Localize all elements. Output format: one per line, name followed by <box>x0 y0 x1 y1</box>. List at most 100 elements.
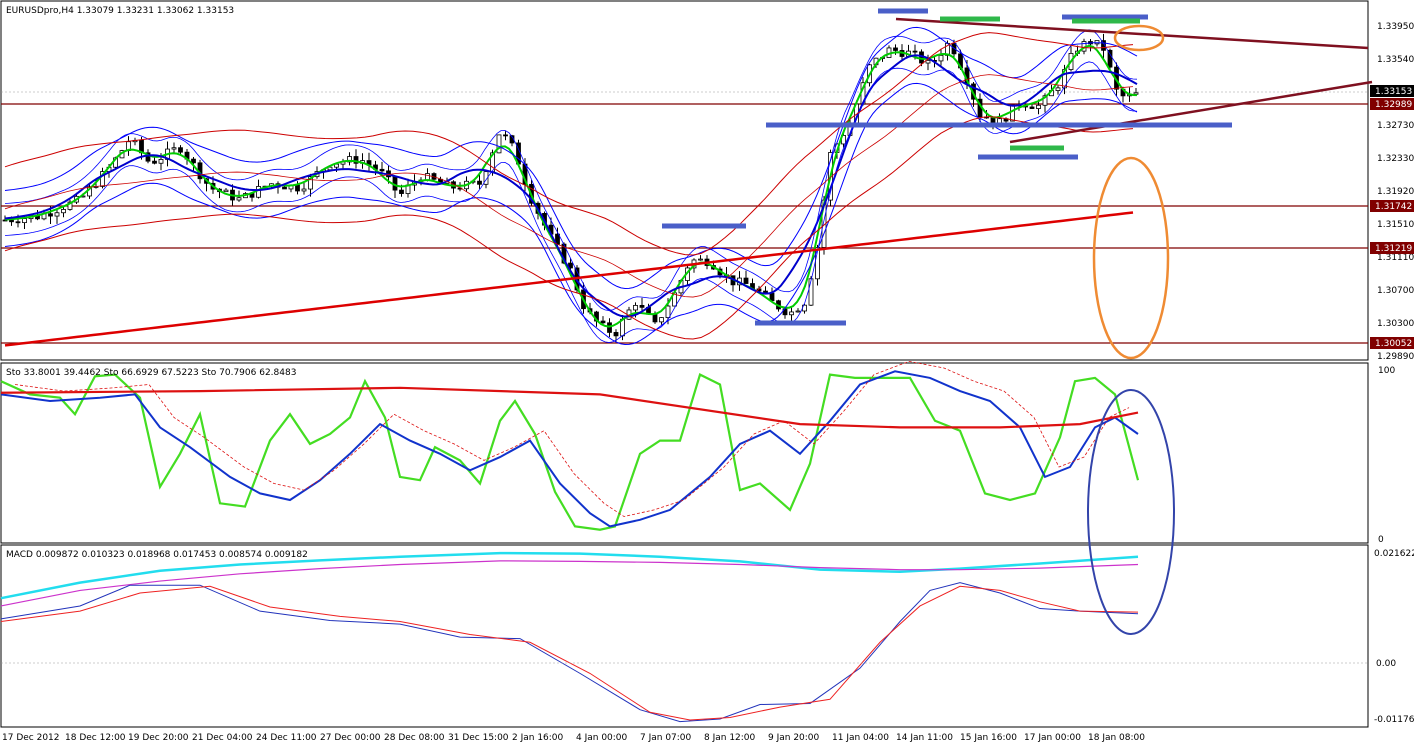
stochastic-axis-top: 100 <box>1378 366 1395 376</box>
candle-body <box>9 219 14 223</box>
candle-body <box>282 186 287 190</box>
stochastic-plot <box>0 360 1140 531</box>
price-tick: 1.31920 <box>1377 187 1414 197</box>
candle-body <box>1010 104 1015 122</box>
candle <box>789 307 794 323</box>
stochastic-mid-line <box>0 370 1139 528</box>
price-label-text: 1.33153 <box>1375 87 1412 97</box>
bollinger-lower-red <box>4 116 1134 340</box>
price-label-level: 1.31219 <box>1370 242 1414 254</box>
candle-body <box>399 189 404 194</box>
candle-body <box>1055 87 1061 91</box>
candle <box>1055 85 1061 95</box>
candle-body <box>652 313 658 323</box>
candle-body <box>503 134 508 137</box>
macd-slow-line <box>0 585 1139 721</box>
candle <box>698 255 703 261</box>
time-tick: 11 Jan 04:00 <box>832 733 889 743</box>
bollinger-mid-red <box>4 74 1134 298</box>
candle <box>795 308 801 313</box>
candle-body <box>67 201 73 210</box>
time-tick: 19 Dec 20:00 <box>128 733 189 743</box>
price-label-level: 1.31742 <box>1370 200 1414 212</box>
macd-plot <box>0 551 1368 723</box>
candle-body <box>1101 40 1106 51</box>
trendline-support <box>1009 80 1373 144</box>
bollinger-upper-blue <box>4 26 1138 290</box>
candle-body <box>1036 104 1041 109</box>
candle-body <box>698 258 703 261</box>
candle <box>67 199 73 211</box>
time-tick: 15 Jan 16:00 <box>960 733 1017 743</box>
time-tick: 31 Dec 15:00 <box>448 733 509 743</box>
price-label-bg <box>1370 200 1414 212</box>
price-label-bg <box>1370 242 1414 254</box>
time-tick: 9 Jan 20:00 <box>768 733 820 743</box>
candle-body <box>308 176 313 190</box>
price-label-current: 1.33153 <box>1370 85 1414 97</box>
candle-body <box>100 171 105 187</box>
price-tick: 1.33540 <box>1377 55 1414 65</box>
candle <box>61 206 66 218</box>
ma-blue-line <box>4 54 1138 318</box>
candle <box>223 187 229 193</box>
stochastic-axis-bottom: 0 <box>1378 535 1384 545</box>
trendline-resistance <box>895 17 1369 50</box>
time-tick: 21 Dec 04:00 <box>192 733 253 743</box>
candle <box>1107 48 1113 70</box>
candle-body <box>425 173 430 181</box>
price-tick: 1.31110 <box>1377 253 1414 263</box>
time-tick: 18 Dec 12:00 <box>65 733 126 743</box>
price-tick: 1.30700 <box>1377 286 1414 296</box>
candle <box>171 142 177 154</box>
price-label-bg <box>1370 85 1414 97</box>
price-tick: 1.31510 <box>1377 220 1414 230</box>
chart-header: EURUSDpro,H4 1.33079 1.33231 1.33062 1.3… <box>6 6 234 16</box>
candle-body <box>607 322 612 333</box>
candle-body <box>152 160 157 164</box>
candle-body <box>633 304 638 311</box>
price-tick: 1.32730 <box>1377 121 1414 131</box>
candle <box>503 131 508 141</box>
time-tick: 17 Dec 2012 <box>2 733 60 743</box>
candle-body <box>795 310 801 313</box>
time-tick: 7 Jan 07:00 <box>640 733 692 743</box>
candle-body <box>477 180 482 185</box>
candle-body <box>353 156 359 164</box>
price-plot <box>1 8 1373 360</box>
candle-body <box>1042 95 1048 106</box>
candle <box>1101 33 1106 59</box>
candle-body <box>743 277 749 284</box>
macd-pane[interactable] <box>0 544 1369 728</box>
candle-body <box>665 305 671 319</box>
stochastic-signal-line <box>14 360 1130 517</box>
candle-body <box>925 59 931 64</box>
candle-body <box>236 197 242 201</box>
time-tick: 2 Jan 16:00 <box>512 733 564 743</box>
price-axis: 1.33950 1.33540 1.32730 1.32330 1.31920 … <box>1377 22 1414 362</box>
ma-red-long <box>4 211 1134 347</box>
candle-body <box>568 262 573 269</box>
time-tick: 28 Dec 08:00 <box>384 733 445 743</box>
price-label-text: 1.30052 <box>1375 339 1412 349</box>
candle <box>100 167 105 189</box>
price-pane[interactable] <box>0 0 1369 361</box>
ma-green-line <box>4 44 1138 328</box>
price-label-text: 1.32989 <box>1375 100 1412 110</box>
candle <box>54 209 60 224</box>
bollinger-upper-red <box>4 32 1134 256</box>
bollinger-lower-blue <box>4 82 1138 346</box>
candle-body <box>178 147 183 153</box>
candle <box>347 152 352 166</box>
orange-ellipse-top <box>1113 24 1165 52</box>
candle-body <box>223 189 229 193</box>
stochastic-pane[interactable] <box>0 362 1369 544</box>
candle <box>743 270 749 284</box>
candle-body <box>789 311 794 316</box>
candle <box>191 156 196 171</box>
candle-body <box>22 218 27 224</box>
candle-body <box>808 278 814 306</box>
price-label-bg <box>1370 98 1414 110</box>
candle-body <box>938 54 944 62</box>
